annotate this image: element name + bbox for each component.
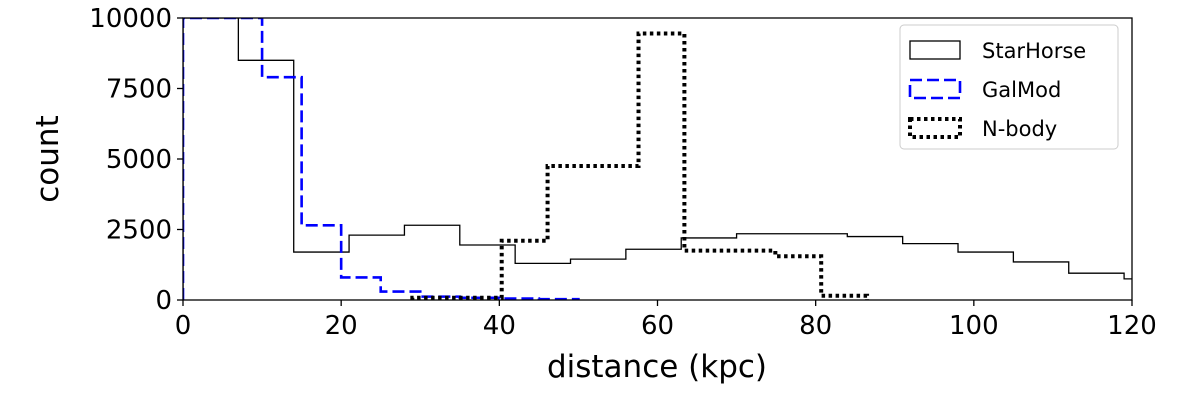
x-tick-label: 100 [949, 311, 999, 341]
series-starhorse-step-line [183, 18, 1132, 300]
y-tick-label: 0 [155, 286, 172, 316]
x-tick-label: 80 [799, 311, 832, 341]
legend-swatch-n-body [908, 117, 962, 139]
x-axis-label: distance (kpc) [547, 349, 767, 385]
x-tick-label: 60 [641, 311, 674, 341]
legend-swatch-galmod [908, 78, 962, 100]
x-tick-label: 120 [1107, 311, 1157, 341]
legend-swatch-starhorse [909, 40, 961, 60]
y-tick-label: 5000 [106, 145, 172, 175]
series-layer [183, 18, 1132, 300]
y-tick-label: 2500 [106, 216, 172, 246]
x-tick-label: 20 [325, 311, 358, 341]
legend-label-n-body: N-body [982, 117, 1057, 141]
series-galmod-step-line [183, 18, 580, 300]
x-tick-label: 0 [175, 311, 192, 341]
x-axis-ticks: 0 20 40 60 80 100 120 [175, 300, 1157, 341]
legend-label-starhorse: StarHorse [982, 39, 1086, 63]
y-tick-label: 7500 [106, 75, 172, 105]
legend: StarHorse GalMod N-body [899, 24, 1119, 150]
legend-label-galmod: GalMod [982, 78, 1061, 102]
series-n-body-step-line [410, 31, 870, 300]
x-tick-label: 40 [483, 311, 516, 341]
y-axis-label: count [30, 115, 66, 202]
y-tick-label: 10000 [89, 4, 172, 34]
y-axis-ticks: 0 2500 5000 7500 10000 [89, 4, 183, 316]
